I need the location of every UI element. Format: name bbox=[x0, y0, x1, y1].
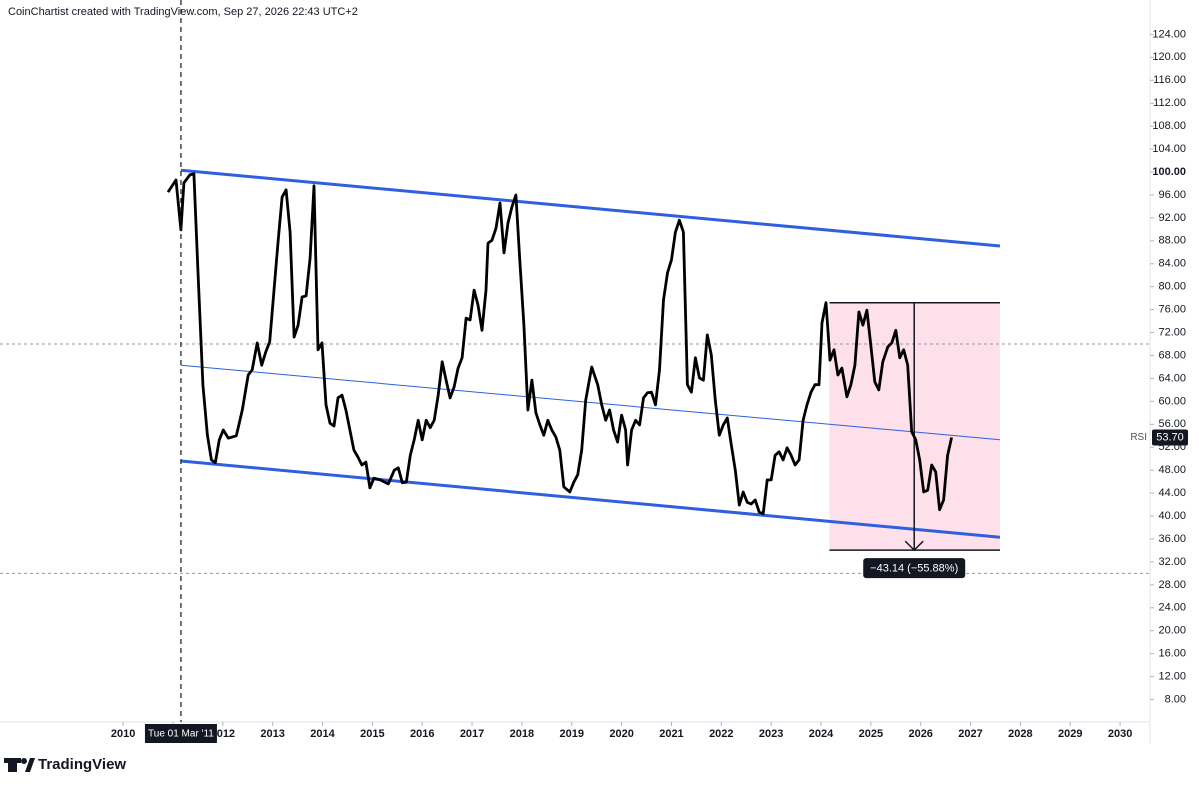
y-tick-label: 76.00 bbox=[1158, 304, 1186, 316]
y-tick-label: 96.00 bbox=[1158, 189, 1186, 201]
x-tick-label: 2020 bbox=[609, 728, 633, 740]
y-tick-label: 124.00 bbox=[1152, 28, 1186, 40]
x-tick-label: 2014 bbox=[310, 728, 335, 740]
y-tick-label: 40.00 bbox=[1158, 510, 1186, 522]
x-tick-label: 2016 bbox=[410, 728, 434, 740]
crosshair-label: Tue 01 Mar '11 bbox=[148, 729, 214, 740]
y-tick-label: 120.00 bbox=[1152, 51, 1186, 63]
trend-line bbox=[180, 459, 1001, 539]
y-tick-label: 24.00 bbox=[1158, 602, 1186, 614]
x-tick-label: 2029 bbox=[1058, 728, 1082, 740]
x-tick-label: 2017 bbox=[460, 728, 484, 740]
x-tick-label: 2022 bbox=[709, 728, 733, 740]
y-tick-label: 100.00 bbox=[1152, 166, 1186, 178]
trend-line bbox=[180, 364, 1001, 441]
brand-logo: TradingView bbox=[4, 756, 126, 773]
y-tick-label: 88.00 bbox=[1158, 235, 1186, 247]
y-tick-label: 28.00 bbox=[1158, 579, 1186, 591]
y-tick-label: 112.00 bbox=[1153, 97, 1186, 109]
y-tick-label: 44.00 bbox=[1158, 487, 1186, 499]
x-tick-label: 2030 bbox=[1108, 728, 1132, 740]
x-tick-label: 2025 bbox=[859, 728, 883, 740]
measure-label-box bbox=[863, 558, 966, 579]
y-tick-label: 92.00 bbox=[1158, 212, 1186, 224]
x-tick-label: 2010 bbox=[111, 728, 135, 740]
x-tick-label: 2027 bbox=[958, 728, 982, 740]
y-tick-label: 80.00 bbox=[1158, 281, 1186, 293]
y-tick-label: 36.00 bbox=[1158, 533, 1186, 545]
y-tick-label: 16.00 bbox=[1158, 648, 1186, 660]
y-tick-label: 20.00 bbox=[1158, 625, 1186, 637]
series-name: RSI bbox=[1130, 432, 1147, 443]
x-tick-label: 2023 bbox=[759, 728, 783, 740]
y-tick-label: 104.00 bbox=[1152, 143, 1186, 155]
last-value-label: 53.70 bbox=[1156, 431, 1184, 443]
measure-arrow-head bbox=[904, 540, 924, 552]
y-tick-label: 56.00 bbox=[1158, 418, 1186, 430]
x-tick-label: 2018 bbox=[510, 728, 534, 740]
attribution: CoinChartist created with TradingView.co… bbox=[8, 6, 358, 18]
y-tick-label: 116.00 bbox=[1153, 74, 1186, 86]
series-line bbox=[166, 172, 953, 516]
y-tick-label: 72.00 bbox=[1158, 326, 1186, 338]
x-tick-label: 2013 bbox=[260, 728, 284, 740]
y-tick-label: 84.00 bbox=[1158, 258, 1186, 270]
x-tick-label: 2028 bbox=[1008, 728, 1032, 740]
x-tick-label: 2015 bbox=[360, 728, 384, 740]
y-tick-label: 32.00 bbox=[1158, 556, 1186, 568]
brand: TradingView bbox=[38, 756, 126, 773]
x-tick-label: 2021 bbox=[659, 728, 683, 740]
y-tick-label: 60.00 bbox=[1158, 395, 1186, 407]
x-tick-label: 2024 bbox=[809, 728, 834, 740]
x-tick-label: 2026 bbox=[908, 728, 932, 740]
y-tick-label: 108.00 bbox=[1152, 120, 1186, 132]
trend-line bbox=[180, 168, 1001, 248]
y-tick-label: 68.00 bbox=[1158, 349, 1186, 361]
y-tick-label: 8.00 bbox=[1165, 693, 1186, 705]
last-value-box bbox=[1152, 429, 1188, 446]
crosshair-label-box bbox=[144, 724, 217, 743]
y-tick-label: 12.00 bbox=[1158, 670, 1186, 682]
y-tick-label: 48.00 bbox=[1158, 464, 1186, 476]
y-tick-label: 64.00 bbox=[1158, 372, 1186, 384]
measure-label: −43.14 (−55.88%) bbox=[870, 563, 958, 575]
x-tick-label: 2019 bbox=[560, 728, 584, 740]
